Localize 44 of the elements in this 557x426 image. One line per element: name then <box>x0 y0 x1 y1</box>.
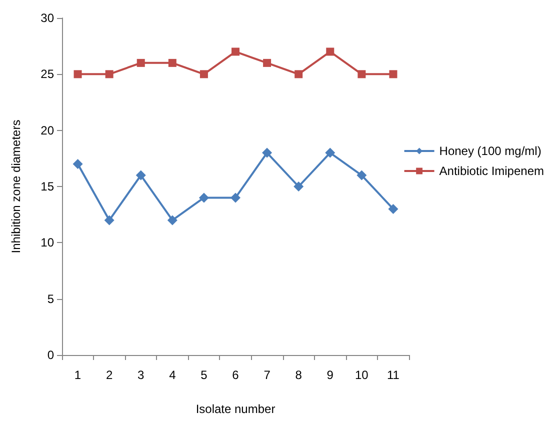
y-tick-label: 10 <box>40 236 54 250</box>
point <box>136 58 145 67</box>
y-tick-label: 30 <box>40 11 54 25</box>
point <box>230 192 240 203</box>
x-tick-label: 6 <box>232 368 240 382</box>
x-tick-label: 1 <box>74 368 82 382</box>
x-tick-label: 10 <box>355 368 369 382</box>
x-tick-label: 9 <box>326 368 334 382</box>
point <box>294 70 303 78</box>
x-tick-label: 8 <box>295 368 302 382</box>
point <box>326 48 334 56</box>
y-axis-title: Inhibition zone diameters <box>9 120 23 254</box>
y-tick-label: 20 <box>40 123 54 138</box>
point <box>358 70 366 78</box>
y-tick-label: 0 <box>47 348 54 362</box>
point <box>356 170 367 180</box>
point <box>72 159 83 170</box>
point <box>104 215 114 226</box>
x-tick-label: 5 <box>200 368 208 382</box>
point <box>262 148 272 158</box>
point <box>105 70 114 78</box>
x-axis-title: Isolate number <box>196 402 276 416</box>
x-tick-label: 3 <box>138 368 145 382</box>
point <box>389 70 398 78</box>
point <box>232 48 240 56</box>
x-tick-label: 11 <box>386 368 400 382</box>
point <box>200 70 208 78</box>
point <box>136 170 146 180</box>
y-tick-label: 5 <box>47 292 54 306</box>
x-tick-label: 4 <box>169 368 176 382</box>
point <box>325 148 336 158</box>
point <box>167 215 178 226</box>
legend-label: Antibiotic Imipenem <box>439 164 544 178</box>
x-tick-label: 7 <box>264 368 271 382</box>
point <box>198 192 209 203</box>
legend-label: Honey (100 mg/ml) <box>439 144 542 158</box>
y-tick-label: 25 <box>40 67 54 82</box>
point <box>74 70 82 78</box>
x-tick-label: 2 <box>106 368 113 382</box>
point <box>388 204 398 214</box>
point <box>168 58 176 67</box>
y-tick-label: 15 <box>40 180 54 194</box>
point <box>294 182 304 192</box>
point <box>263 58 272 67</box>
